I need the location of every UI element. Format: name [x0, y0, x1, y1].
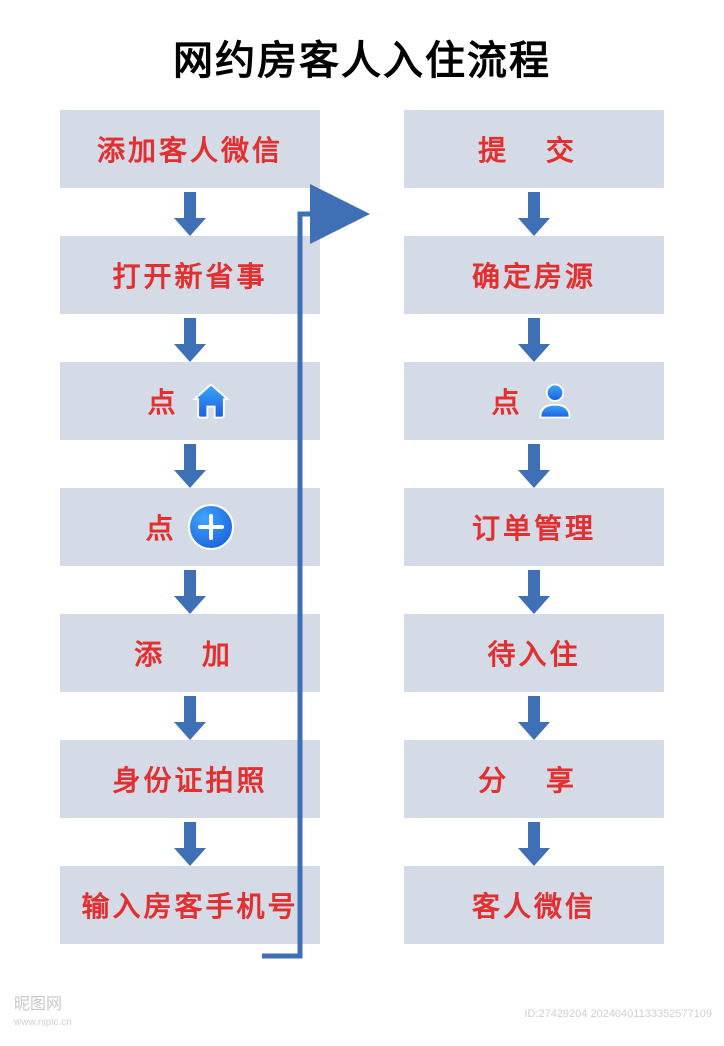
node-label: 订单管理: [472, 507, 596, 547]
node-label: 客人微信: [472, 885, 596, 925]
node-label: 确定房源: [472, 255, 596, 295]
right-node-5: 分 享: [404, 740, 664, 818]
right-node-6: 客人微信: [404, 866, 664, 944]
left-column: 添加客人微信打开新省事点 点 添 加身份证拍照输入房客手机号: [60, 110, 320, 944]
node-label: 点: [147, 381, 178, 421]
plus-circle-icon: [187, 503, 235, 551]
node-label: 点: [145, 507, 176, 547]
node-label: 身份证拍照: [112, 759, 267, 799]
page-title: 网约房客人入住流程: [0, 0, 724, 86]
right-node-0: 提 交: [404, 110, 664, 188]
watermark-logo: 昵图网: [14, 990, 62, 1014]
left-node-5: 身份证拍照: [60, 740, 320, 818]
right-node-3: 订单管理: [404, 488, 664, 566]
right-node-2: 点: [404, 362, 664, 440]
node-label: 分 享: [478, 759, 590, 799]
left-node-6: 输入房客手机号: [60, 866, 320, 944]
right-node-1: 确定房源: [404, 236, 664, 314]
home-icon: [189, 379, 233, 423]
left-node-1: 打开新省事: [60, 236, 320, 314]
node-label: 点: [491, 381, 522, 421]
right-column: 提 交确定房源点 订单管理待入住分 享客人微信: [404, 110, 664, 944]
watermark-url: www.nipic.cn: [14, 1017, 72, 1028]
node-label: 添 加: [134, 633, 246, 673]
node-label: 提 交: [478, 129, 590, 169]
right-node-4: 待入住: [404, 614, 664, 692]
person-icon: [533, 379, 577, 423]
left-node-3: 点: [60, 488, 320, 566]
left-node-0: 添加客人微信: [60, 110, 320, 188]
watermark-id: ID:27429204 2024040113335257710​9: [524, 1008, 712, 1020]
left-node-2: 点: [60, 362, 320, 440]
left-node-4: 添 加: [60, 614, 320, 692]
flow-columns: 添加客人微信打开新省事点 点 添 加身份证拍照输入房客手机号 提 交确定房源点 …: [0, 86, 724, 944]
node-label: 打开新省事: [112, 255, 267, 295]
node-label: 输入房客手机号: [81, 885, 298, 925]
node-label: 添加客人微信: [97, 129, 283, 169]
node-label: 待入住: [487, 633, 580, 673]
